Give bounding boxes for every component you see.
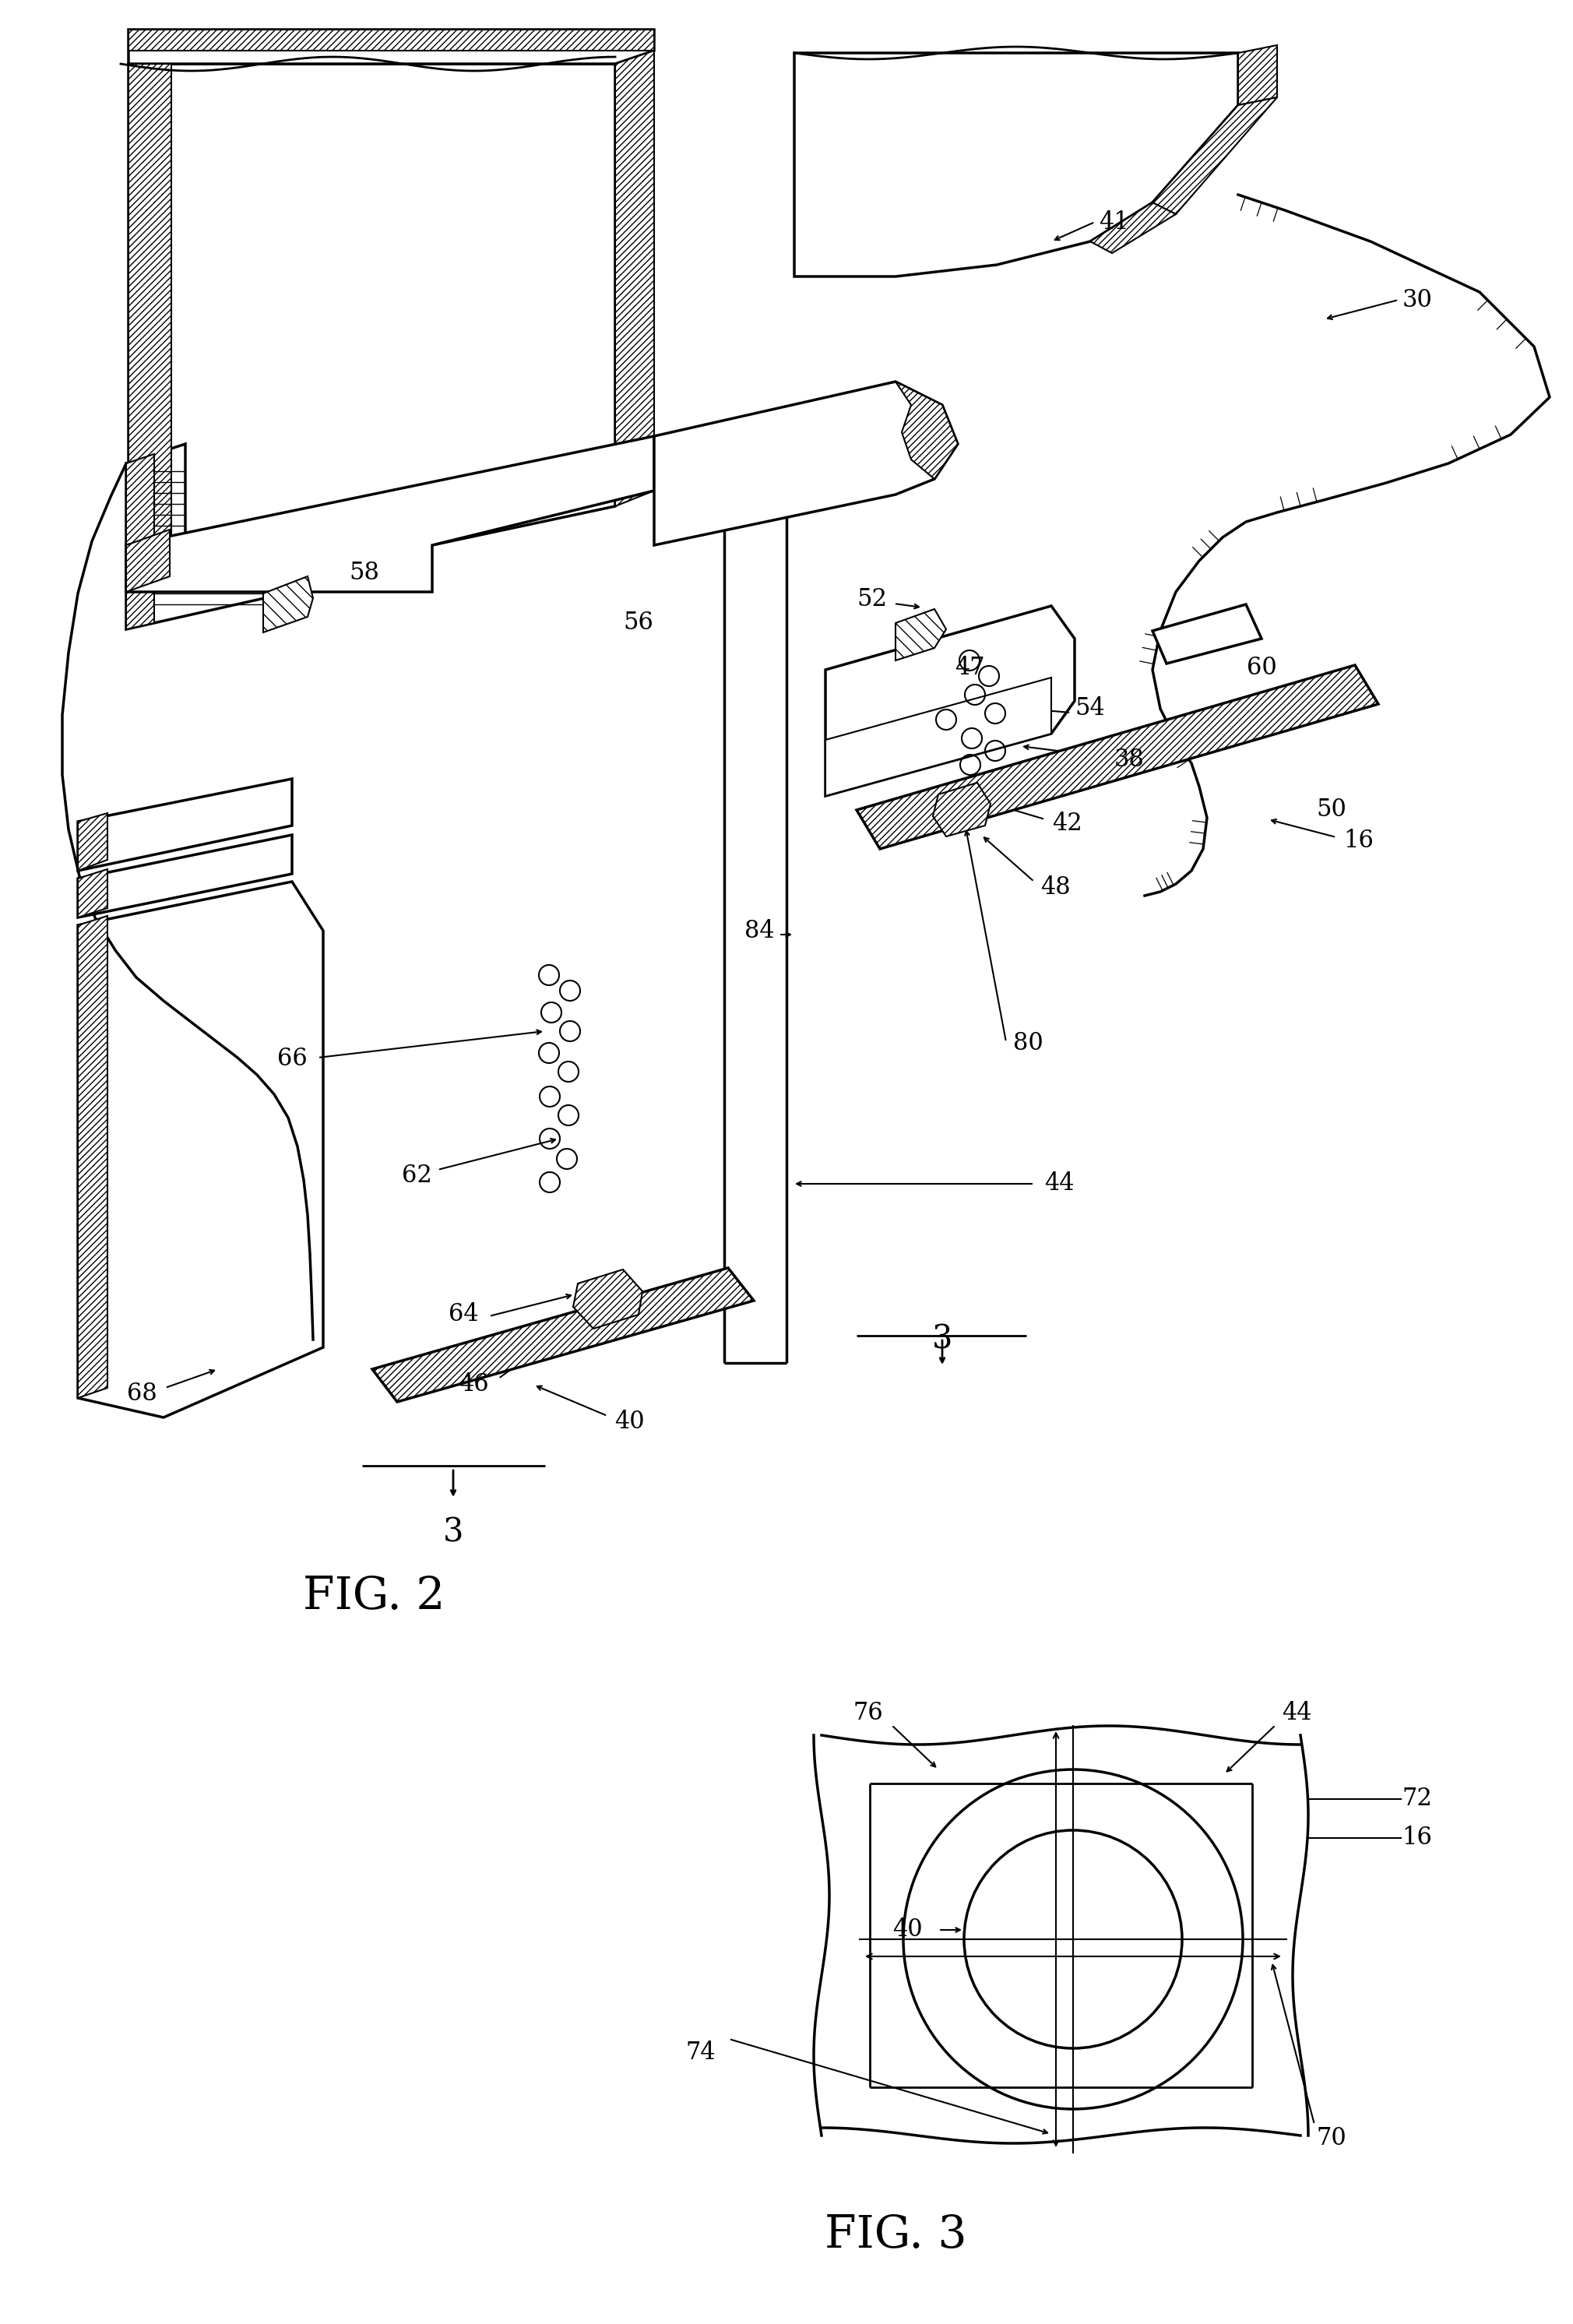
Polygon shape [126, 514, 293, 630]
Text: 42: 42 [1052, 811, 1082, 837]
Polygon shape [1153, 98, 1277, 214]
Text: 40: 40 [892, 1917, 922, 1943]
Polygon shape [129, 63, 615, 546]
Polygon shape [126, 530, 170, 593]
Polygon shape [129, 63, 171, 546]
Polygon shape [857, 665, 1378, 848]
Text: 76: 76 [853, 1701, 884, 1724]
Text: 3: 3 [444, 1515, 464, 1550]
Polygon shape [615, 51, 654, 507]
Polygon shape [933, 783, 991, 837]
Polygon shape [79, 813, 107, 872]
Polygon shape [573, 1269, 642, 1329]
Text: 70: 70 [1317, 2126, 1346, 2150]
Text: 47: 47 [955, 655, 985, 681]
Text: 41: 41 [1098, 209, 1129, 235]
Polygon shape [126, 437, 654, 593]
Text: 54: 54 [1074, 697, 1106, 720]
Polygon shape [79, 916, 107, 1399]
Text: 68: 68 [127, 1383, 157, 1406]
Text: 66: 66 [277, 1048, 307, 1071]
Polygon shape [654, 381, 958, 546]
Text: 16: 16 [1402, 1827, 1433, 1850]
Polygon shape [895, 609, 945, 660]
Polygon shape [826, 607, 1074, 795]
Polygon shape [895, 381, 958, 479]
Text: 44: 44 [1282, 1701, 1312, 1724]
Text: 56: 56 [623, 611, 654, 634]
Text: 74: 74 [686, 2040, 716, 2064]
Text: 60: 60 [1246, 655, 1277, 681]
Text: 48: 48 [1040, 876, 1070, 899]
Polygon shape [79, 881, 322, 1418]
Polygon shape [263, 576, 313, 632]
Polygon shape [79, 869, 107, 918]
Text: 58: 58 [349, 560, 379, 586]
Polygon shape [126, 444, 186, 546]
Polygon shape [126, 539, 154, 630]
Polygon shape [826, 679, 1051, 795]
Text: 84: 84 [744, 918, 774, 944]
Text: 46: 46 [458, 1373, 489, 1397]
Polygon shape [129, 30, 654, 63]
Text: 62: 62 [401, 1164, 431, 1188]
Text: 72: 72 [1402, 1787, 1433, 1810]
Polygon shape [79, 779, 293, 872]
Polygon shape [1238, 44, 1277, 105]
Text: 30: 30 [1402, 288, 1433, 311]
Polygon shape [1090, 202, 1177, 253]
Polygon shape [79, 834, 293, 918]
Text: FIG. 3: FIG. 3 [824, 2212, 967, 2257]
Polygon shape [126, 453, 154, 555]
Text: FIG. 2: FIG. 2 [302, 1576, 445, 1618]
Text: 38: 38 [1114, 748, 1144, 772]
Polygon shape [373, 1269, 753, 1401]
Text: 40: 40 [613, 1408, 645, 1434]
Text: 44: 44 [1044, 1171, 1074, 1197]
Polygon shape [794, 53, 1238, 277]
Text: 80: 80 [1013, 1032, 1043, 1055]
Text: 50: 50 [1317, 797, 1346, 823]
Polygon shape [1153, 604, 1262, 665]
Text: 16: 16 [1343, 830, 1373, 853]
Text: 64: 64 [448, 1301, 478, 1327]
Text: 3: 3 [931, 1322, 953, 1355]
Polygon shape [129, 30, 654, 51]
Text: 52: 52 [857, 588, 887, 611]
